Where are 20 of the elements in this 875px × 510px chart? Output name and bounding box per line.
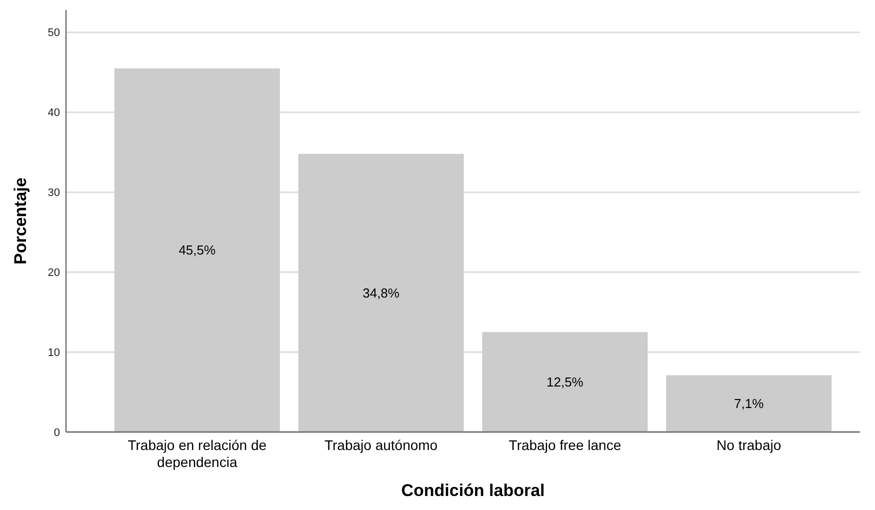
data-label: 12,5% <box>546 374 584 390</box>
x-tick-label: Trabajo autónomo <box>324 437 438 453</box>
data-label: 34,8% <box>362 285 400 300</box>
x-axis-title: Condición laboral <box>401 481 545 500</box>
y-tick-label: 50 <box>48 27 60 40</box>
x-tick-label: Trabajo en relación de dependencia <box>128 437 267 470</box>
bar <box>114 68 280 432</box>
data-label: 45,5% <box>178 242 216 258</box>
y-tick-label: 0 <box>54 426 60 439</box>
bar <box>666 375 832 432</box>
x-tick-label: No trabajo <box>716 437 782 453</box>
bar <box>298 154 464 432</box>
bar <box>482 332 648 432</box>
y-tick-label: 20 <box>48 267 60 279</box>
y-tick-label: 10 <box>48 346 60 359</box>
y-tick-label: 30 <box>48 187 60 200</box>
data-label: 7,1% <box>734 396 764 412</box>
y-axis-title: Porcentaje <box>11 178 30 264</box>
x-tick-label: Trabajo free lance <box>508 437 622 453</box>
y-tick-label: 40 <box>48 107 60 120</box>
